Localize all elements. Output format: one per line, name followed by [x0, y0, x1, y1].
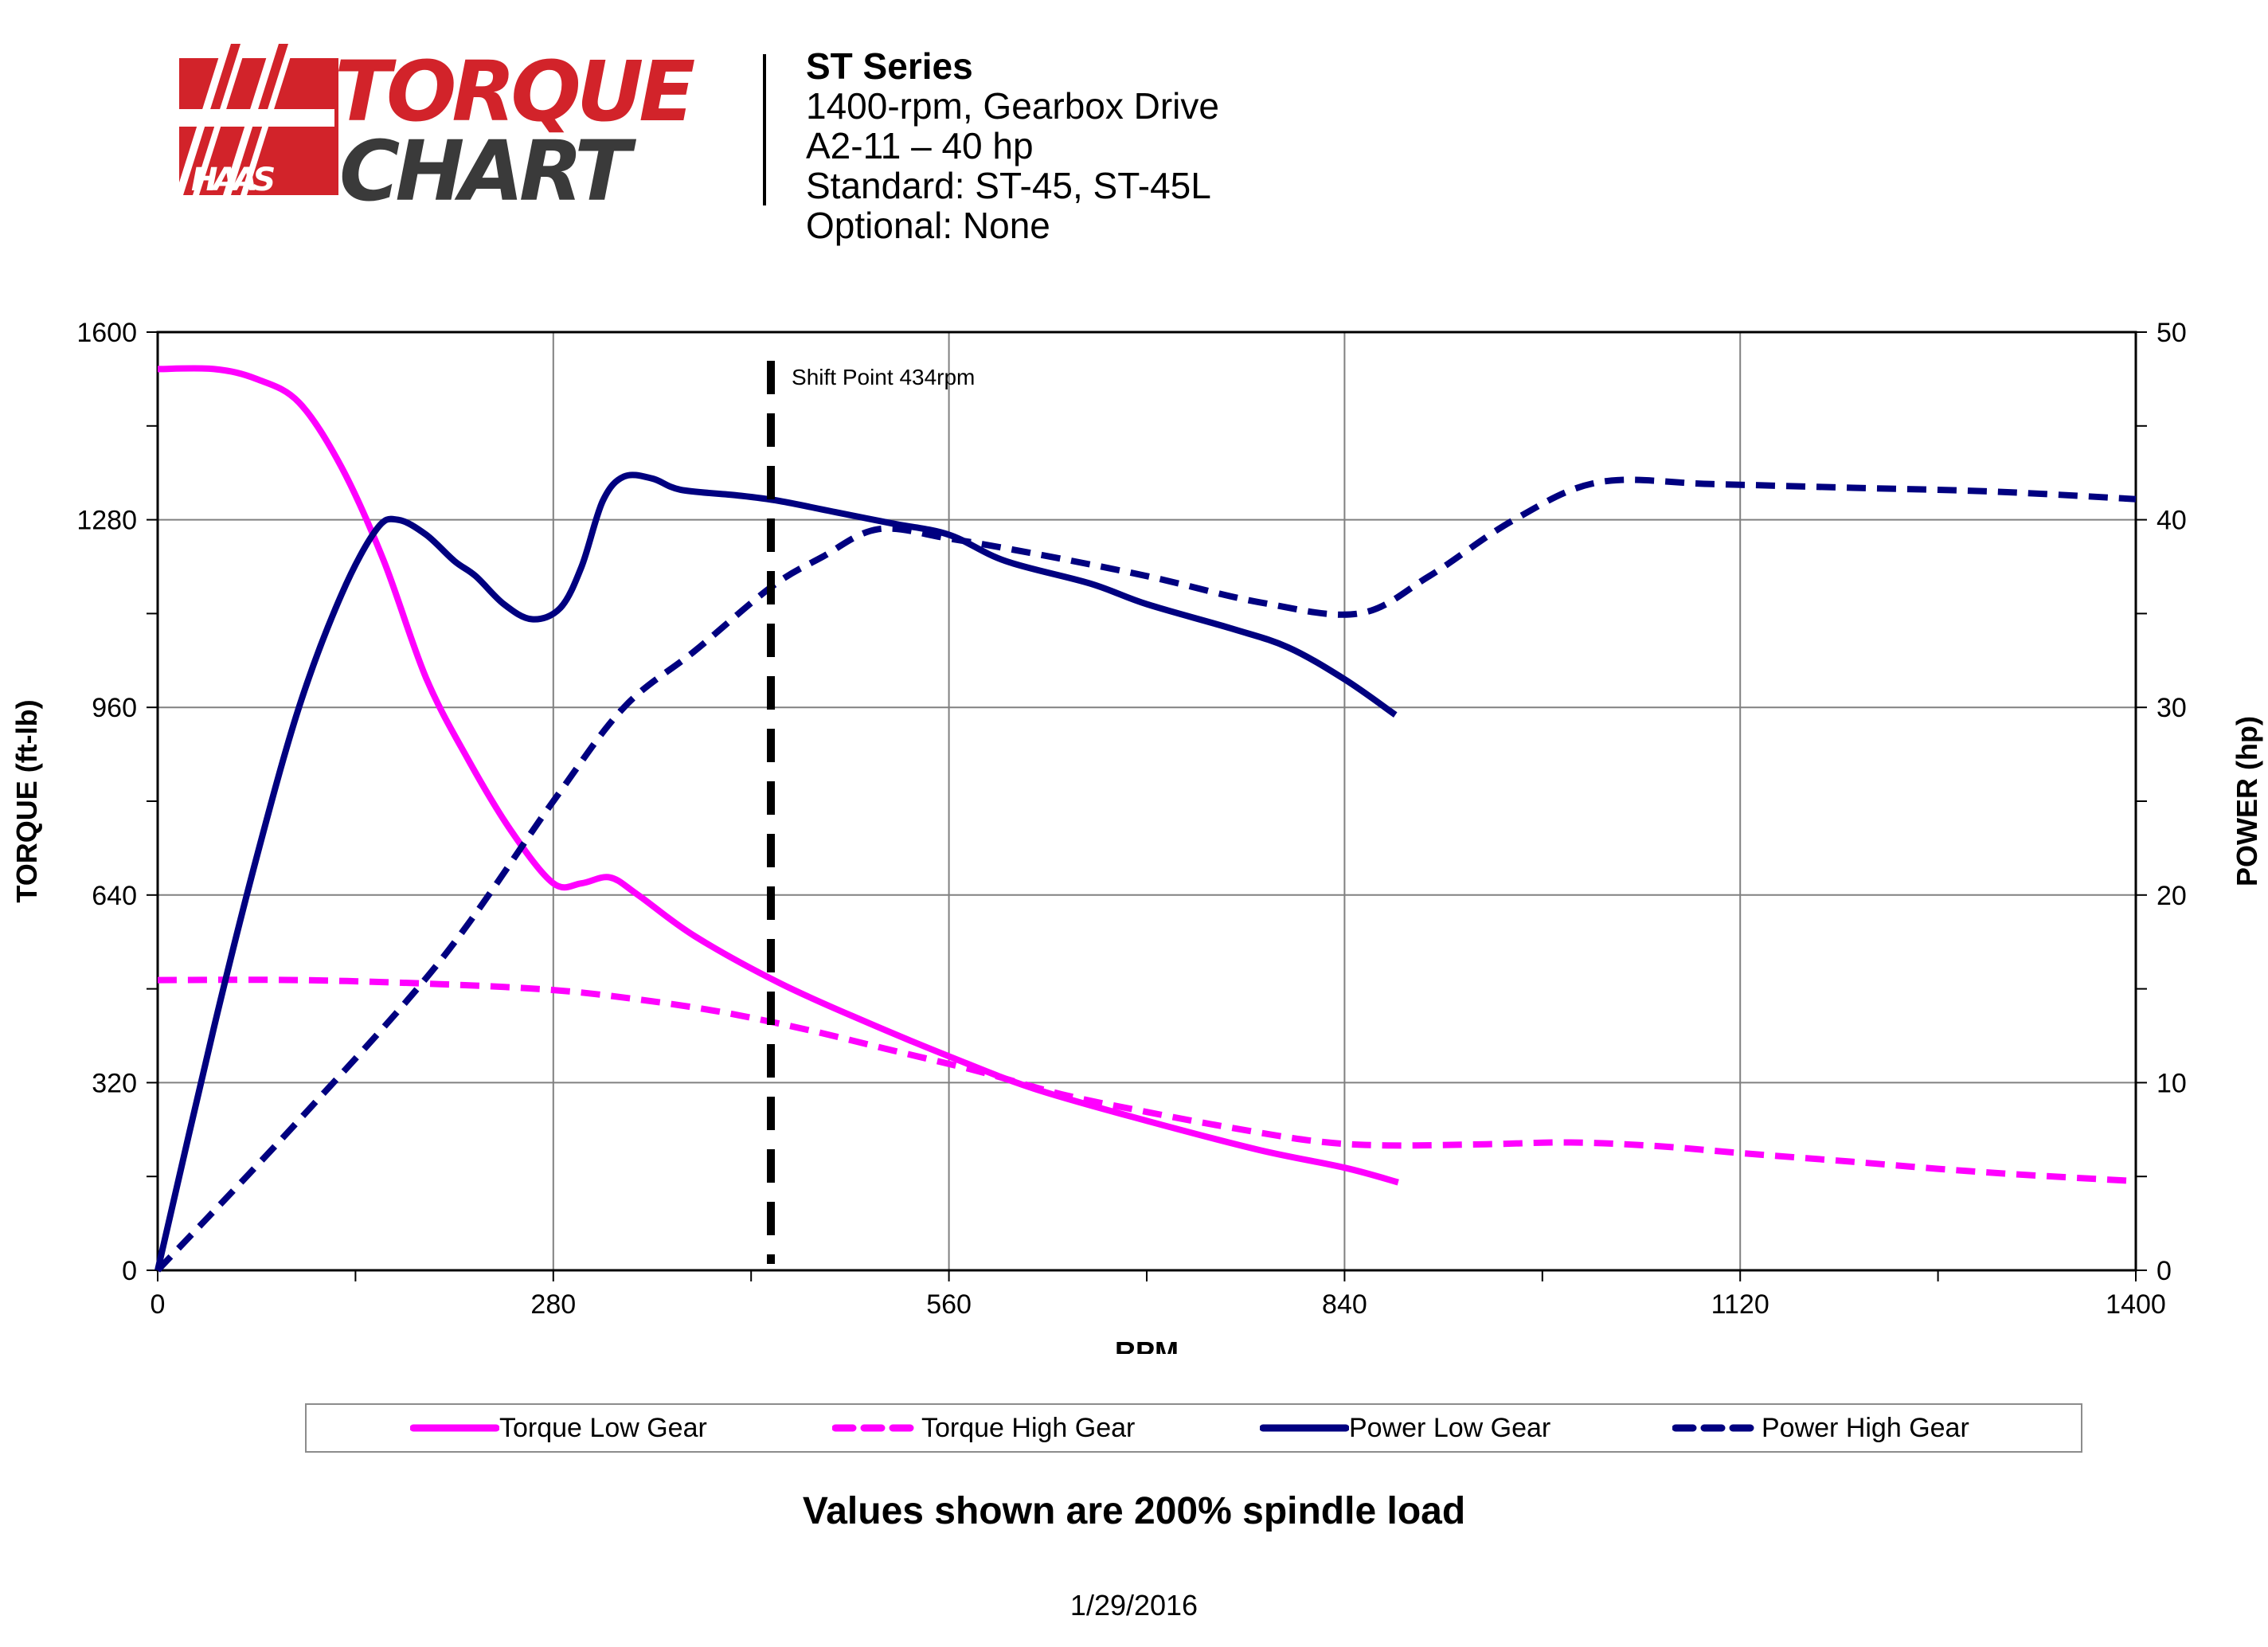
header-line-4: Optional: None	[806, 205, 1050, 246]
x-tick-label: 560	[926, 1289, 972, 1320]
spindle-load-footnote: Values shown are 200% spindle load	[802, 1490, 1466, 1532]
y-axis-title-right: POWER (hp)	[2231, 716, 2263, 886]
y-tick-label: 1280	[76, 506, 137, 536]
legend-item-power-low: Power Low Gear	[1260, 1405, 1550, 1451]
legend-label-power-low: Power Low Gear	[1349, 1412, 1551, 1443]
legend-swatch-power-high	[1672, 1424, 1762, 1432]
torque-power-chart: Shift Point 434rpm 0 280 560 840 1120 1400032…	[10, 318, 2263, 1354]
x-tick-label: 1120	[1711, 1289, 1769, 1320]
series-line-torque-low-gear	[157, 365, 1399, 1186]
axis-ticks	[147, 331, 2147, 1281]
y2-tick-label: 40	[2157, 506, 2187, 536]
y-tick-label: 1600	[76, 318, 137, 348]
y-tick-label: 960	[92, 693, 137, 723]
legend-item-torque-high: Torque High Gear	[832, 1405, 1135, 1451]
grid-lines	[158, 332, 2136, 1270]
header-text-block: ST Series 1400-rpm, Gearbox Drive A2-11 …	[806, 46, 1219, 245]
y2-tick-label: 0	[2157, 1256, 2172, 1286]
plot-frame	[156, 331, 2137, 1272]
x-tick-label: 0	[151, 1289, 166, 1320]
haas-torque-chart-logo: HAAS TORQUE CHART	[151, 43, 725, 220]
shift-point-label: Shift Point 434rpm	[792, 365, 975, 389]
y2-tick-label: 20	[2157, 881, 2187, 911]
legend-item-power-high: Power High Gear	[1672, 1405, 1969, 1451]
logo-brand-text: HAAS	[191, 162, 274, 198]
y-axis-title-left: TORQUE (ft-lb)	[10, 699, 43, 902]
logo-chart-text: CHART	[339, 123, 636, 211]
series-title: ST Series	[806, 45, 973, 87]
shift-point-marker: Shift Point 434rpm	[767, 361, 975, 1264]
legend-swatch-power-low	[1260, 1424, 1349, 1432]
series-line-power-low-gear	[154, 471, 1398, 1271]
x-tick-label: 840	[1322, 1289, 1367, 1320]
legend-label-power-high: Power High Gear	[1762, 1412, 1969, 1443]
y2-tick-label: 50	[2157, 318, 2187, 348]
y-tick-label: 320	[92, 1068, 137, 1098]
legend-item-torque-low: Torque Low Gear	[410, 1405, 707, 1451]
header-divider	[763, 54, 766, 205]
chart-date: 1/29/2016	[1069, 1589, 1199, 1622]
x-tick-label: 280	[530, 1289, 576, 1320]
legend-label-torque-low: Torque Low Gear	[499, 1412, 707, 1443]
y-tick-label: 640	[92, 881, 137, 911]
logo-torque-text: TORQUE	[334, 44, 694, 140]
header-line-2: A2-11 – 40 hp	[806, 125, 1034, 166]
series-lines	[154, 365, 2137, 1273]
y2-tick-label: 30	[2157, 693, 2187, 723]
legend-swatch-torque-low	[410, 1424, 499, 1432]
series-line-torque-high-gear	[157, 976, 2137, 1185]
x-tick-label: 1400	[2106, 1289, 2166, 1320]
y2-tick-label: 10	[2157, 1068, 2187, 1098]
series-line-power-high-gear	[155, 476, 2137, 1273]
y-tick-label: 0	[122, 1256, 137, 1286]
x-axis-title: RPM	[1115, 1336, 1179, 1354]
axis-labels: 0 280 560 840 1120 14000320640960128016000102…	[76, 318, 2186, 1320]
header-line-3: Standard: ST-45, ST-45L	[806, 165, 1211, 206]
legend-swatch-torque-high	[832, 1424, 921, 1432]
chart-legend: Torque Low Gear Torque High Gear Power L…	[305, 1403, 2082, 1453]
header-line-1: 1400-rpm, Gearbox Drive	[806, 85, 1219, 127]
legend-label-torque-high: Torque High Gear	[921, 1412, 1136, 1443]
